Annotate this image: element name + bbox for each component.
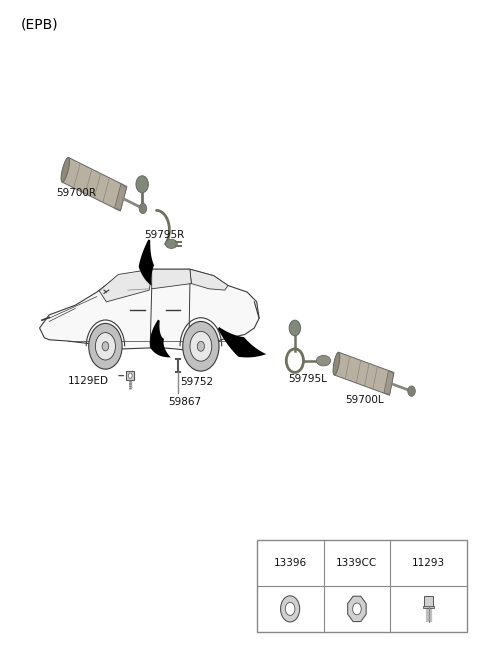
Text: 59752: 59752 bbox=[180, 377, 214, 387]
Circle shape bbox=[190, 331, 212, 361]
Circle shape bbox=[281, 596, 300, 622]
Polygon shape bbox=[39, 269, 259, 351]
Polygon shape bbox=[139, 239, 154, 285]
Circle shape bbox=[408, 386, 415, 396]
Polygon shape bbox=[384, 371, 394, 394]
Circle shape bbox=[353, 603, 361, 615]
Text: 11293: 11293 bbox=[412, 558, 445, 568]
Circle shape bbox=[89, 323, 122, 369]
Circle shape bbox=[183, 321, 219, 371]
Text: 1129ED: 1129ED bbox=[68, 377, 109, 386]
Polygon shape bbox=[150, 319, 171, 358]
Circle shape bbox=[285, 602, 295, 615]
FancyBboxPatch shape bbox=[423, 605, 434, 608]
Text: 59795R: 59795R bbox=[144, 230, 185, 240]
Circle shape bbox=[197, 341, 204, 351]
Circle shape bbox=[289, 320, 300, 336]
Circle shape bbox=[128, 373, 132, 379]
Circle shape bbox=[102, 342, 109, 351]
Text: 59867: 59867 bbox=[168, 397, 202, 407]
Text: 59795L: 59795L bbox=[288, 374, 326, 384]
Ellipse shape bbox=[165, 239, 177, 249]
Ellipse shape bbox=[61, 157, 70, 182]
Ellipse shape bbox=[333, 352, 340, 375]
Bar bbox=[257, 541, 467, 632]
Polygon shape bbox=[190, 269, 228, 290]
Circle shape bbox=[136, 176, 148, 193]
Polygon shape bbox=[348, 596, 366, 621]
Text: 13396: 13396 bbox=[274, 558, 307, 568]
Polygon shape bbox=[99, 269, 152, 302]
Polygon shape bbox=[218, 327, 266, 358]
Text: (EPB): (EPB) bbox=[21, 18, 58, 31]
Polygon shape bbox=[115, 184, 127, 210]
Text: 1339CC: 1339CC bbox=[336, 558, 378, 568]
Circle shape bbox=[139, 203, 147, 214]
Text: 59700L: 59700L bbox=[345, 395, 384, 405]
Ellipse shape bbox=[316, 356, 331, 366]
FancyBboxPatch shape bbox=[126, 371, 134, 380]
Polygon shape bbox=[334, 352, 394, 395]
Text: 59700R: 59700R bbox=[56, 188, 96, 198]
Polygon shape bbox=[62, 157, 127, 211]
Polygon shape bbox=[152, 269, 192, 289]
FancyBboxPatch shape bbox=[424, 596, 433, 607]
Circle shape bbox=[96, 333, 116, 360]
